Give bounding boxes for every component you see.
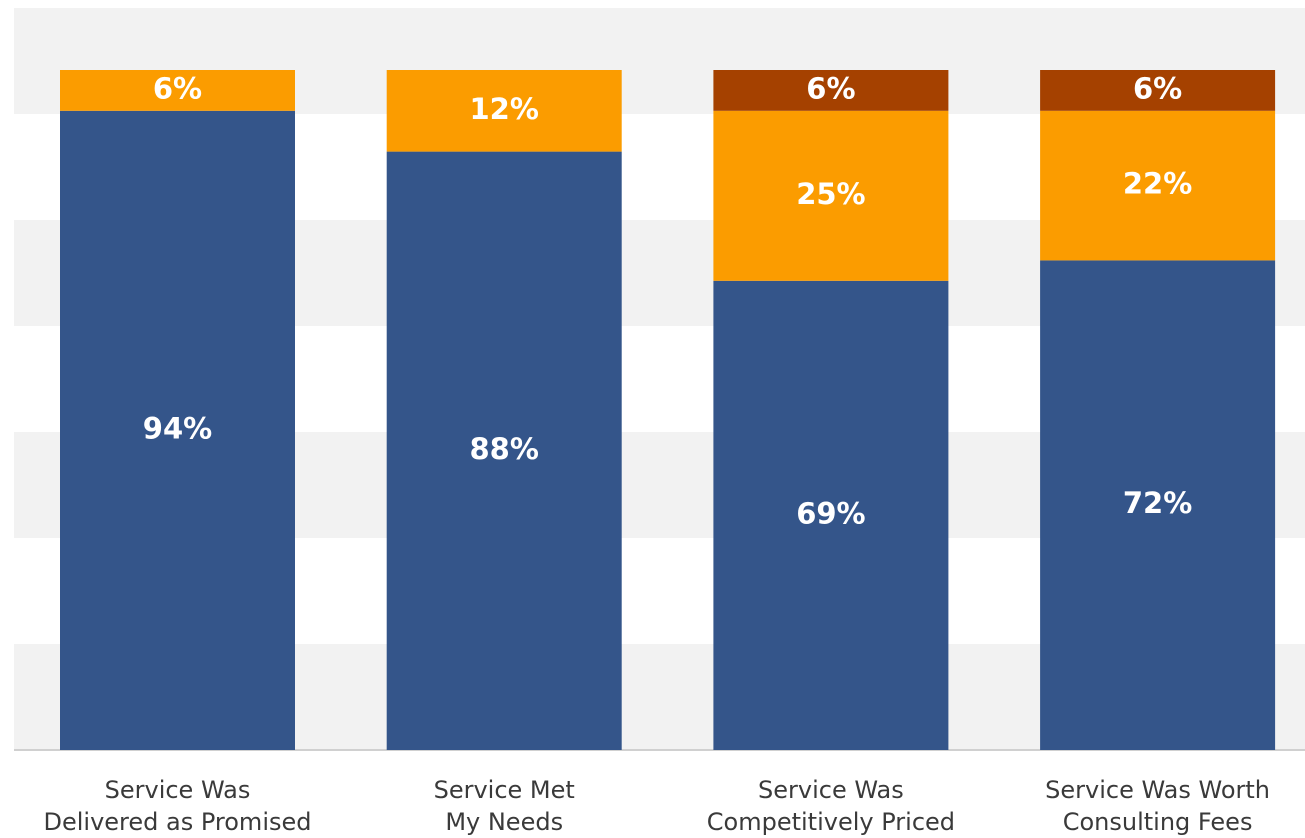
value-label: 6% — [153, 71, 202, 105]
x-tick-label: Consulting Fees — [1063, 808, 1253, 836]
x-tick-label: Competitively Priced — [707, 808, 955, 836]
value-label: 94% — [143, 411, 212, 445]
bar-segment — [386, 151, 622, 751]
bar-segment — [386, 70, 622, 152]
x-tick-label: My Needs — [445, 808, 563, 836]
bar-segment — [713, 280, 949, 750]
bar-segment — [1040, 260, 1276, 750]
bar-segment — [1040, 70, 1276, 111]
bar-segment — [713, 70, 949, 111]
x-tick-label: Service Was — [758, 776, 904, 804]
value-label: 88% — [469, 432, 538, 466]
x-tick-label: Service Met — [434, 776, 575, 804]
bar-segment — [713, 110, 949, 281]
x-tick-label: Delivered as Promised — [44, 808, 312, 836]
x-tick-label: Service Was — [105, 776, 251, 804]
bar-segment — [1040, 110, 1276, 261]
bar-segment — [60, 110, 295, 751]
bar-segment — [60, 70, 295, 111]
value-label: 12% — [469, 92, 538, 126]
value-label: 25% — [796, 177, 865, 211]
value-label: 22% — [1123, 167, 1192, 201]
value-label: 6% — [806, 71, 855, 105]
value-label: 6% — [1133, 71, 1182, 105]
value-label: 72% — [1123, 486, 1192, 520]
x-tick-label: Service Was Worth — [1045, 776, 1270, 804]
value-label: 69% — [796, 496, 865, 530]
